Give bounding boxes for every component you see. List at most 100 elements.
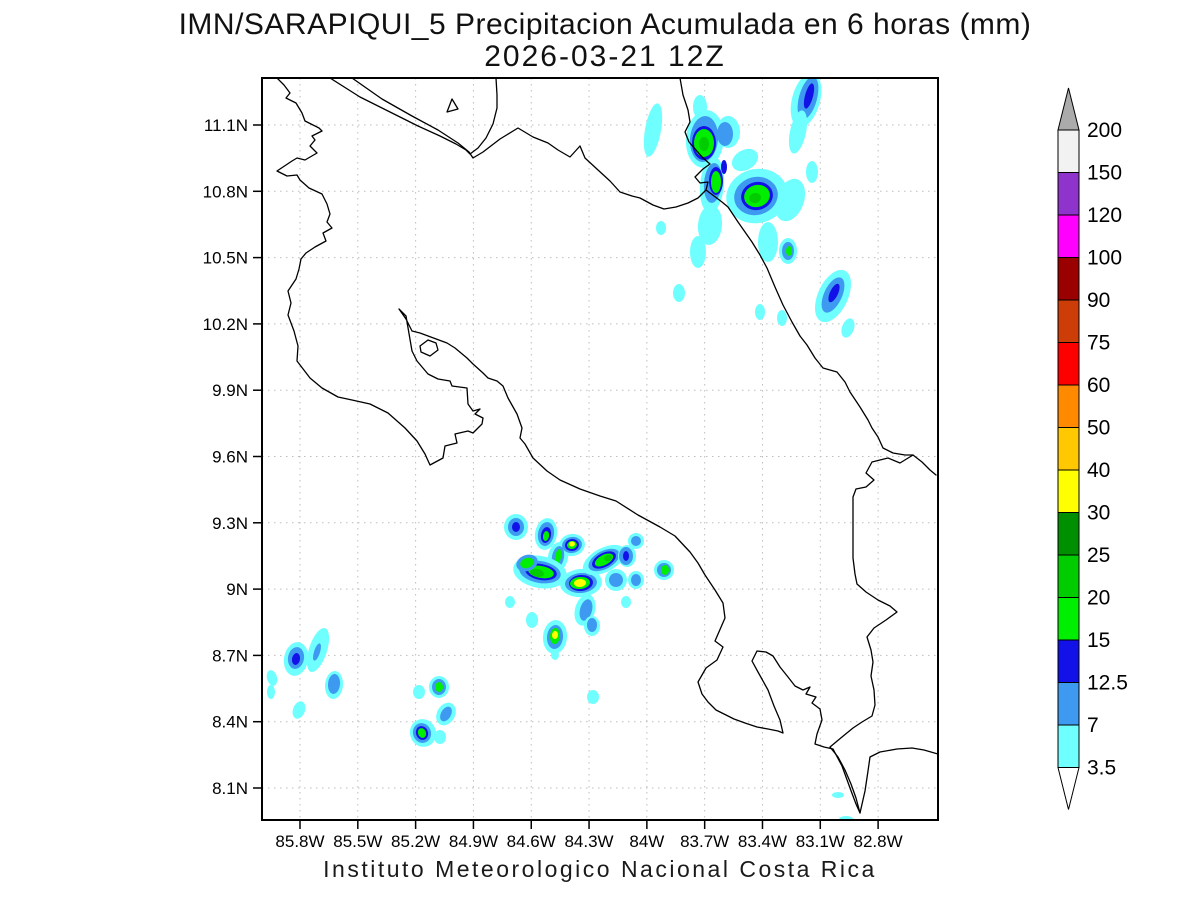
precip-cell [551,631,559,639]
precip-cell [623,551,629,561]
lat-tick-label: 9.3N [212,514,248,533]
precip-cell [292,701,306,719]
precip-cell [749,192,761,204]
chart-title-line2: 2026-03-21 12Z [484,40,726,73]
precip-cell [569,541,575,547]
precip-cell [520,557,534,569]
precip-cell [267,685,275,699]
coastline-path [679,78,937,476]
lat-tick-label: 9.6N [212,448,248,467]
lat-tick-label: 11.1N [204,116,248,135]
precip-cell [417,728,427,738]
colorbar-label: 200 [1087,119,1122,142]
colorbar-segment [1057,299,1080,343]
colorbar-segment [1057,172,1080,216]
chart-title-line1: IMN/SARAPIQUI_5 Precipitacion Acumulada … [178,8,1032,41]
lon-tick-label: 83.4W [738,832,787,851]
precip-cell [530,568,544,578]
lon-tick-label: 84.6W [507,832,556,851]
colorbar-segment [1057,257,1080,301]
precip-cell [574,578,586,588]
colorbar: 3.5 7 12.5 15 20 25 30 40 50 60 75 90 100 120 150 200 [1057,87,1128,810]
precip-cell [711,171,721,193]
colorbar-label: 20 [1087,587,1110,610]
precip-cell [440,706,452,722]
precip-cell [788,110,808,154]
precip-cell [579,599,593,621]
colorbar-label: 90 [1087,289,1110,312]
precip-cell [604,554,612,562]
plot-border [261,77,939,821]
precip-cell [313,643,321,661]
lat-tick-label: 10.8N [203,182,248,201]
precip-cell [697,205,723,245]
colorbar-label: 120 [1087,204,1122,227]
lat-tick-label: 8.1N [212,779,248,798]
colorbar-segment [1057,342,1080,386]
precip-cell [673,284,685,302]
precip-cell [587,618,597,632]
precip-cell [631,574,641,586]
colorbar-label: 3.5 [1087,757,1116,780]
lon-tick-label: 83.1W [796,832,845,851]
precip-cell [327,674,341,694]
lon-tick-label: 85.5W [333,832,382,851]
lon-tick-label: 82.8W [854,832,903,851]
lon-tick-label: 84.3W [564,832,613,851]
lon-tick-label: 84W [629,832,664,851]
precip-cell [755,304,765,320]
lon-tick-label: 85.2W [391,832,440,851]
precip-cell [434,730,446,744]
precip-cell [774,178,806,222]
coastline-layer [276,78,938,814]
lon-tick-label: 85.8W [275,832,324,851]
colorbar-label: 100 [1087,247,1122,270]
precip-cell [656,221,666,235]
precip-cell [542,531,550,541]
lat-tick-label: 10.5N [203,249,248,268]
lat-tick-label: 9.9N [212,381,248,400]
precip-cell [554,549,562,565]
precip-cell [551,650,559,660]
colorbar-segment [1057,512,1080,556]
precip-layer [266,78,855,820]
colorbar-label: 15 [1087,629,1110,652]
colorbar-segment [1057,427,1080,471]
coastline-path [829,454,914,814]
colorbar-segment [1057,384,1080,428]
precip-cell [587,690,599,704]
precip-cell [505,596,515,608]
lat-tick-label: 10.2N [203,315,248,334]
precip-cell [786,246,792,256]
colorbar-label: 50 [1087,417,1110,440]
colorbar-label: 75 [1087,332,1110,355]
precip-cell [832,792,844,798]
colorbar-segment [1057,597,1080,641]
precip-cell [266,670,278,686]
colorbar-segment [1057,554,1080,598]
precip-cell [717,122,733,146]
precip-cell [526,612,538,628]
colorbar-label: 12.5 [1087,672,1128,695]
precip-cell [690,236,706,268]
precip-cell [803,83,815,109]
precip-cell [731,148,759,172]
precip-cell [806,161,818,183]
lat-tick-label: 8.4N [212,713,248,732]
precip-cell [699,137,709,151]
precip-cell [777,310,787,326]
colorbar-label: 60 [1087,374,1110,397]
coastline-path [351,78,707,210]
coastline-path [329,78,498,155]
axes-layer: 85.8W 85.5W 85.2W 84.9W 84.6W 84.3W 84W 83.7W 83… [203,116,903,851]
precip-cell [631,536,641,546]
colorbar-label: 40 [1087,459,1110,482]
lon-tick-label: 84.9W [449,832,498,851]
colorbar-segment [1057,639,1080,683]
precip-cell [643,103,663,157]
precip-cell [661,565,669,575]
lat-tick-label: 9N [226,580,248,599]
precip-cell [841,318,855,338]
